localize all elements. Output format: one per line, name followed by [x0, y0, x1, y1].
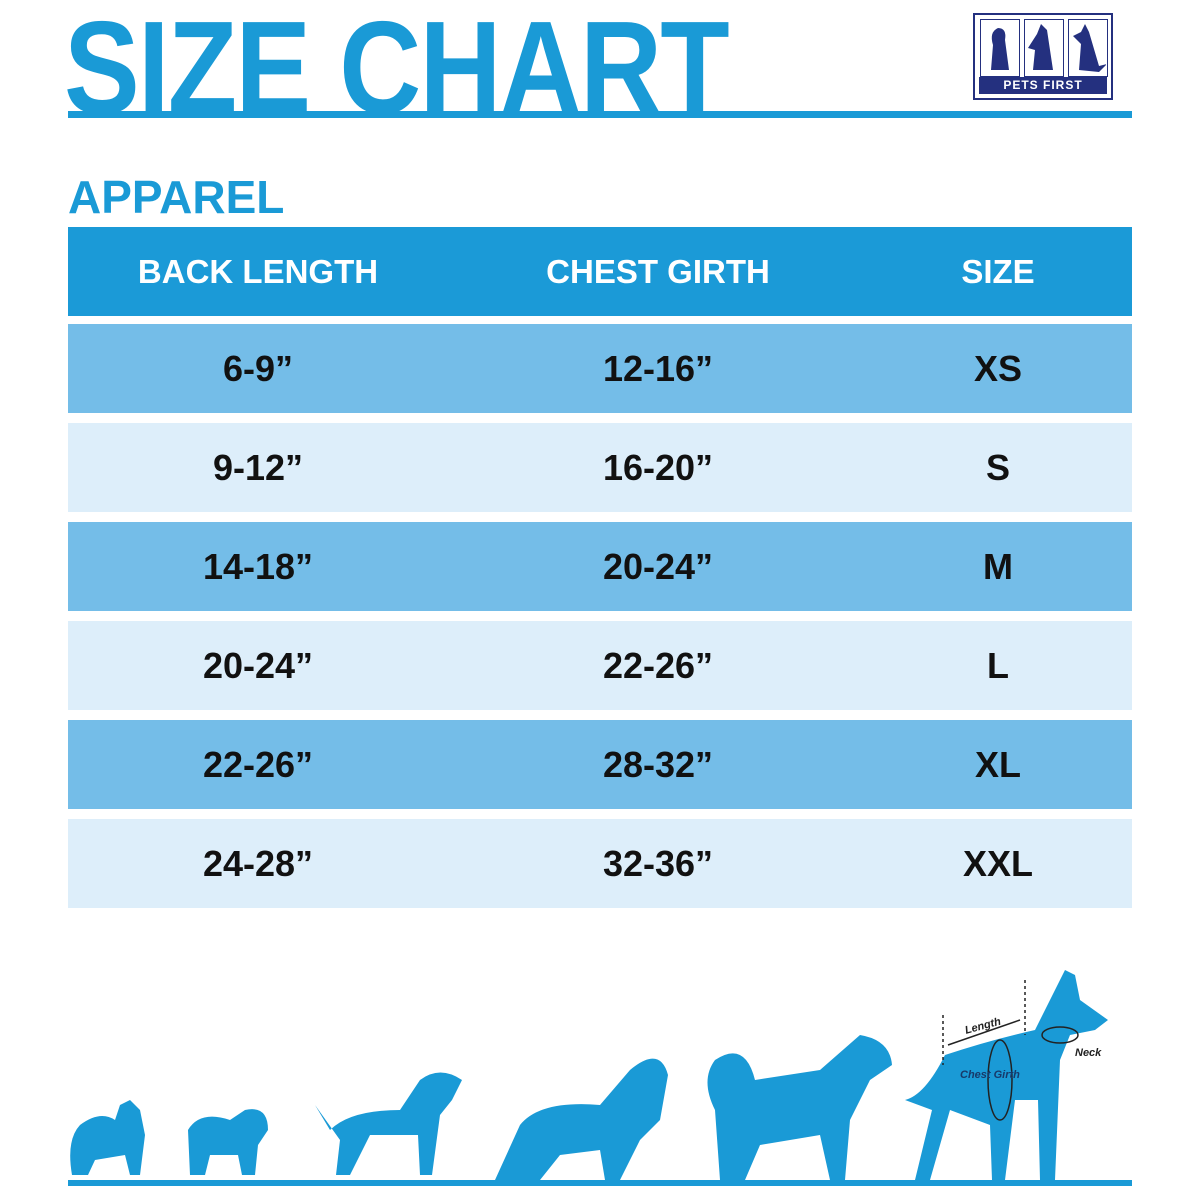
cell-back-length: 22-26” — [202, 743, 314, 785]
cell-chest-girth: 22-26” — [602, 644, 714, 686]
dog-icon — [980, 19, 1020, 77]
table-row: 20-24” 22-26” L — [68, 621, 1132, 710]
cell-chest-girth: 28-32” — [602, 743, 714, 785]
dog-icon — [1068, 19, 1108, 77]
cell-size: S — [985, 446, 1011, 488]
cell-chest-girth: 12-16” — [602, 347, 714, 389]
cell-back-length: 9-12” — [212, 446, 304, 488]
table-row: 9-12” 16-20” S — [68, 423, 1132, 512]
chest-girth-label: Chest Girth — [960, 1069, 1020, 1081]
title-underline — [68, 111, 1132, 118]
header-back-length: BACK LENGTH — [137, 252, 379, 290]
dog-silhouette — [495, 1058, 668, 1180]
cell-size: XL — [974, 743, 1022, 785]
dog-silhouette — [70, 1100, 145, 1175]
cell-back-length: 24-28” — [202, 842, 314, 884]
cell-back-length: 20-24” — [202, 644, 314, 686]
cell-back-length: 14-18” — [202, 545, 314, 587]
size-table: BACK LENGTH CHEST GIRTH SIZE 6-9” 12-16” X… — [68, 227, 1132, 918]
table-row: 22-26” 28-32” XL — [68, 720, 1132, 809]
dog-silhouette — [315, 1072, 462, 1175]
page-title: SIZE CHART — [64, 0, 730, 141]
cell-size: XS — [973, 347, 1023, 389]
cell-chest-girth: 20-24” — [602, 545, 714, 587]
cell-size: M — [983, 545, 1013, 587]
dog-silhouettes: Length Chest Girth Neck — [68, 970, 1132, 1186]
logo-text: PETS FIRST — [979, 77, 1107, 94]
table-row: 14-18” 20-24” M — [68, 522, 1132, 611]
cell-size: XXL — [962, 842, 1034, 884]
cell-size: L — [987, 644, 1009, 686]
header-size: SIZE — [961, 252, 1035, 290]
ground-line — [68, 1180, 1132, 1186]
table-header: BACK LENGTH CHEST GIRTH SIZE — [68, 227, 1132, 316]
table-row: 24-28” 32-36” XXL — [68, 819, 1132, 908]
neck-label: Neck — [1075, 1047, 1102, 1059]
cell-chest-girth: 32-36” — [602, 842, 714, 884]
brand-logo: PETS FIRST — [973, 13, 1113, 100]
section-title: APPAREL — [68, 171, 285, 223]
cell-back-length: 6-9” — [222, 347, 294, 389]
dog-silhouette — [707, 1035, 892, 1180]
dog-silhouette — [188, 1109, 268, 1175]
table-row: 6-9” 12-16” XS — [68, 324, 1132, 413]
header-chest-girth: CHEST GIRTH — [546, 252, 770, 290]
dog-silhouette — [905, 970, 1108, 1180]
dog-icon — [1024, 19, 1064, 77]
cell-chest-girth: 16-20” — [602, 446, 714, 488]
